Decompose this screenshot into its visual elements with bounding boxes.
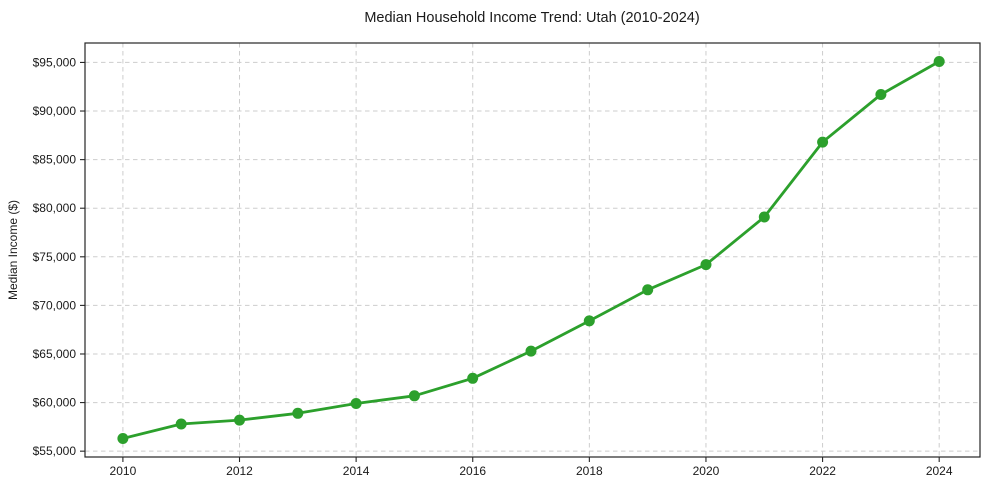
data-point-marker xyxy=(117,433,129,444)
x-tick-label: 2024 xyxy=(926,464,953,478)
data-point-marker xyxy=(467,372,479,384)
data-point-marker xyxy=(583,315,595,327)
y-tick-label: $75,000 xyxy=(33,250,77,264)
data-point-marker xyxy=(933,56,945,67)
data-point-marker xyxy=(700,259,712,271)
data-point-marker xyxy=(408,390,420,402)
x-tick-labels: 2010 2012 2014 2016 2018 2020 2022 2024 xyxy=(110,464,953,478)
gridlines xyxy=(85,43,980,457)
y-tick-label: $65,000 xyxy=(33,347,77,361)
y-tick-labels: $55,000 $60,000 $65,000 $70,000 $75,000 $80,0… xyxy=(33,55,77,458)
x-tick-label: 2010 xyxy=(110,464,137,478)
data-point-marker xyxy=(175,418,187,430)
x-tick-label: 2012 xyxy=(226,464,253,478)
chart-title: Median Household Income Trend: Utah (201… xyxy=(364,10,699,26)
x-tick-label: 2018 xyxy=(576,464,603,478)
data-point-marker xyxy=(234,414,245,426)
data-point-marker xyxy=(292,407,304,419)
y-tick-label: $80,000 xyxy=(33,201,77,215)
y-tick-label: $95,000 xyxy=(33,55,77,69)
trend-path xyxy=(121,60,941,440)
y-axis-label: Median Income ($) xyxy=(6,200,20,300)
plot-border xyxy=(84,42,981,458)
y-tick-label: $55,000 xyxy=(33,444,77,458)
data-point-marker xyxy=(758,211,770,223)
x-tick-label: 2022 xyxy=(809,464,836,478)
y-tick-label: $85,000 xyxy=(33,153,77,167)
data-point-marker xyxy=(642,284,654,296)
data-point-marker xyxy=(875,89,887,100)
axis-tick-marks xyxy=(80,61,940,462)
data-point-marker xyxy=(817,136,829,148)
data-point-marker xyxy=(525,345,537,357)
trend-line xyxy=(121,60,941,440)
data-points xyxy=(117,56,945,444)
x-tick-label: 2020 xyxy=(693,464,720,478)
y-tick-label: $70,000 xyxy=(33,298,77,312)
x-tick-label: 2016 xyxy=(459,464,486,478)
x-tick-label: 2014 xyxy=(343,464,370,478)
data-point-marker xyxy=(350,398,362,409)
y-tick-label: $90,000 xyxy=(33,104,77,118)
y-tick-label: $60,000 xyxy=(33,396,77,410)
